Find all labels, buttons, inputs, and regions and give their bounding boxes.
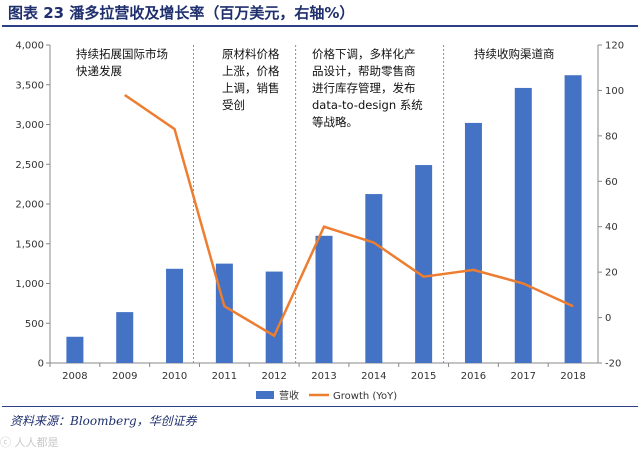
left-tick-label: 2,000 (15, 200, 44, 211)
bar (514, 87, 532, 364)
annotation-line: 等战略。 (312, 115, 358, 129)
figure-title: 图表 23 潘多拉营收及增长率（百万美元，右轴%） (2, 0, 638, 27)
left-tick-label: 3,000 (15, 120, 44, 131)
annotation-line: 持续收购渠道商 (474, 47, 555, 61)
growth-line (124, 93, 574, 338)
bar-series (66, 75, 582, 364)
legend-label-bar: 营收 (279, 389, 299, 402)
left-tick-label: 3,500 (15, 80, 44, 91)
annotation-3: 价格下调，多样化产品设计，帮助零售商进行库存管理，发布 data-to-desig… (312, 47, 423, 129)
source-divider (2, 406, 638, 407)
source-note: 资料来源：Bloomberg，华创证券 (10, 414, 197, 428)
right-tick-label: 60 (605, 177, 618, 188)
annotation-line: data-to-design 系统 (312, 98, 423, 112)
bar (66, 336, 84, 363)
x-tick-label: 2014 (361, 371, 386, 382)
x-tick-label: 2015 (411, 371, 436, 382)
x-tick-label: 2018 (560, 371, 585, 382)
legend: 营收 Growth (YoY) (256, 389, 397, 402)
bar (265, 271, 283, 363)
annotation-line: 上涨，价格 (222, 64, 280, 78)
bar (166, 268, 184, 363)
axes: 0 500 1,000 1,500 2,000 2,500 3,000 3,500 4,000 -… (15, 41, 624, 383)
left-tick-label: 1,000 (15, 279, 44, 290)
annotations: 持续拓展国际市场快递发展原材料价格上涨，价格上调，销售受创价格下调，多样化产品设… (76, 47, 555, 129)
annotation-line: 上调，销售 (222, 81, 280, 95)
x-tick-label: 2017 (511, 371, 536, 382)
right-tick-label: 100 (605, 86, 624, 97)
bar (116, 312, 134, 363)
bar (365, 194, 383, 363)
bar (315, 235, 333, 363)
annotation-line: 原材料价格 (222, 47, 280, 61)
legend-swatch-bar (256, 391, 274, 399)
left-tick-label: 2,500 (15, 160, 44, 171)
line-series (124, 93, 574, 338)
annotation-line: 价格下调，多样化产 (312, 47, 416, 61)
bar (215, 263, 233, 363)
x-tick-label: 2016 (461, 371, 486, 382)
watermark: ⓒ 人人都是 (0, 436, 59, 449)
annotation-1: 持续拓展国际市场快递发展 (76, 47, 168, 78)
left-tick-label: 4,000 (15, 41, 44, 52)
bar (415, 165, 433, 363)
x-tick-label: 2009 (112, 371, 137, 382)
right-tick-label: 0 (605, 313, 611, 324)
x-tick-label: 2011 (212, 371, 237, 382)
x-tick-label: 2008 (62, 371, 87, 382)
annotation-4: 持续收购渠道商 (474, 47, 555, 61)
right-tick-label: 120 (605, 41, 624, 52)
right-tick-label: -20 (605, 359, 621, 370)
x-tick-label: 2012 (261, 371, 286, 382)
right-tick-label: 20 (605, 268, 618, 279)
x-tick-label: 2010 (162, 371, 187, 382)
chart: 0 500 1,000 1,500 2,000 2,500 3,000 3,500 4,000 -… (15, 41, 624, 403)
annotation-2: 原材料价格上涨，价格上调，销售受创 (222, 47, 280, 112)
annotation-line: 受创 (222, 98, 245, 112)
right-tick-label: 80 (605, 131, 618, 142)
annotation-line: 进行库存管理，发布 (312, 81, 416, 95)
x-tick-label: 2013 (311, 371, 336, 382)
left-tick-label: 1,500 (15, 239, 44, 250)
legend-label-line: Growth (YoY) (333, 391, 397, 402)
annotation-line: 快递发展 (76, 64, 122, 78)
bar (464, 122, 482, 363)
annotation-line: 持续拓展国际市场 (76, 47, 168, 61)
bar (564, 75, 582, 364)
left-tick-label: 0 (38, 359, 44, 370)
left-tick-label: 500 (25, 319, 44, 330)
annotation-line: 品设计，帮助零售商 (312, 64, 416, 78)
right-tick-label: 40 (605, 222, 618, 233)
